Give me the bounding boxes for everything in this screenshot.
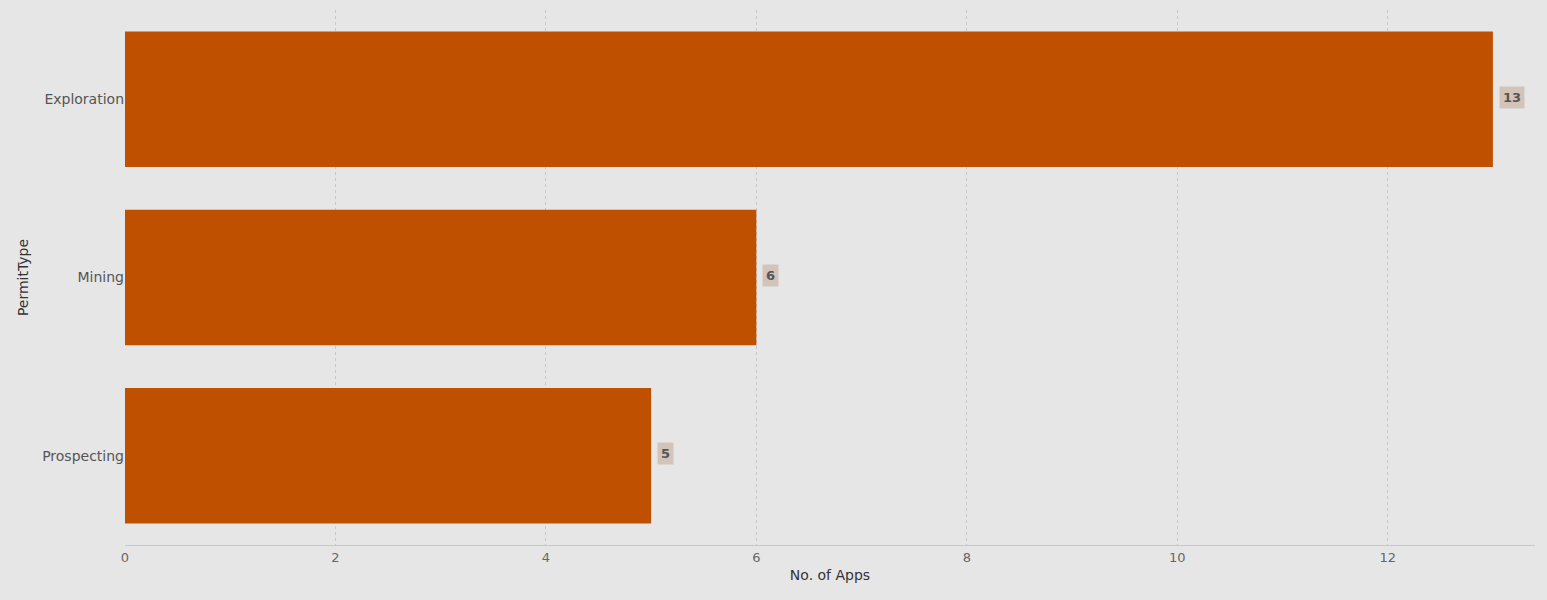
svg-text:Exploration: Exploration: [44, 91, 124, 107]
svg-text:6: 6: [752, 550, 760, 565]
svg-text:5: 5: [661, 446, 670, 461]
svg-text:8: 8: [963, 550, 971, 565]
svg-text:13: 13: [1503, 90, 1521, 105]
svg-text:12: 12: [1379, 550, 1396, 565]
svg-text:2: 2: [331, 550, 339, 565]
svg-text:PermitType: PermitType: [15, 239, 31, 316]
svg-text:4: 4: [542, 550, 550, 565]
svg-text:6: 6: [766, 268, 775, 283]
svg-text:Prospecting: Prospecting: [42, 448, 124, 464]
svg-text:10: 10: [1169, 550, 1186, 565]
svg-text:Mining: Mining: [78, 269, 125, 285]
svg-text:0: 0: [121, 550, 129, 565]
svg-text:No. of Apps: No. of Apps: [790, 567, 870, 583]
